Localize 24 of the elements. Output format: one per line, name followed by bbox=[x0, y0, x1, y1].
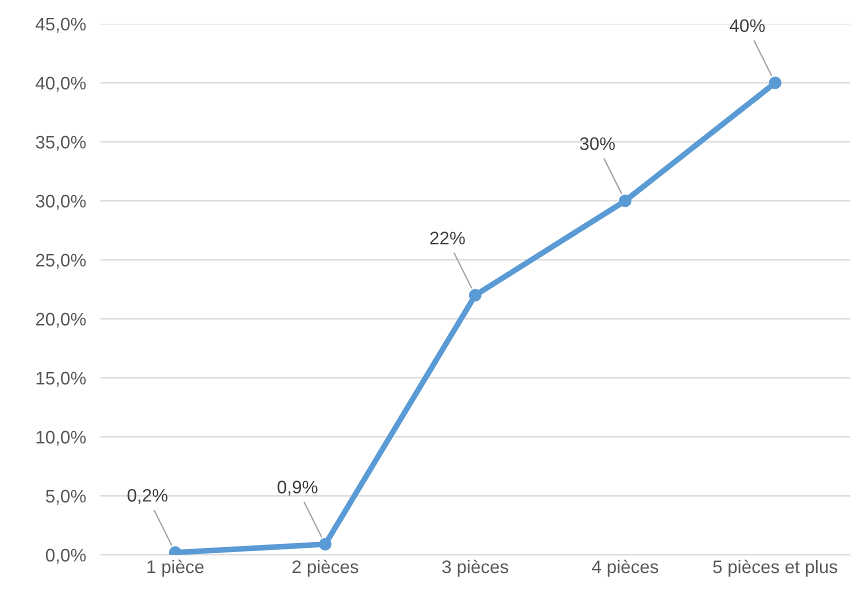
x-tick-label: 1 pièce bbox=[148, 560, 204, 577]
y-tick-label: 45,0% bbox=[36, 18, 86, 33]
data-label: 0,9% bbox=[278, 480, 318, 496]
y-tick-label: 35,0% bbox=[36, 136, 86, 151]
y-tick-label: 5,0% bbox=[46, 490, 86, 505]
data-label: 22% bbox=[430, 232, 465, 244]
x-tick-label: 3 pièces bbox=[442, 560, 508, 577]
y-tick-label: 20,0% bbox=[36, 312, 86, 328]
y-tick-label: 30,0% bbox=[36, 194, 86, 210]
point bbox=[768, 76, 782, 90]
y-tick-label: 10,0% bbox=[36, 430, 86, 446]
y-tick-label: 0,0% bbox=[46, 548, 86, 564]
data-label: 40% bbox=[730, 19, 765, 32]
data-label: 0,2% bbox=[128, 488, 168, 504]
point bbox=[618, 194, 632, 208]
y-tick-label: 40,0% bbox=[36, 76, 86, 92]
y-tick-label: 25,0% bbox=[36, 254, 86, 269]
x-tick-label: 2 pièces bbox=[292, 560, 358, 577]
x-tick-label: 5 pièces et plus bbox=[713, 560, 838, 577]
data-label: 30% bbox=[580, 137, 615, 150]
point bbox=[318, 538, 332, 551]
y-tick-label: 15,0% bbox=[36, 372, 86, 387]
point bbox=[468, 289, 482, 302]
x-tick-label: 4 pièces bbox=[592, 560, 658, 577]
